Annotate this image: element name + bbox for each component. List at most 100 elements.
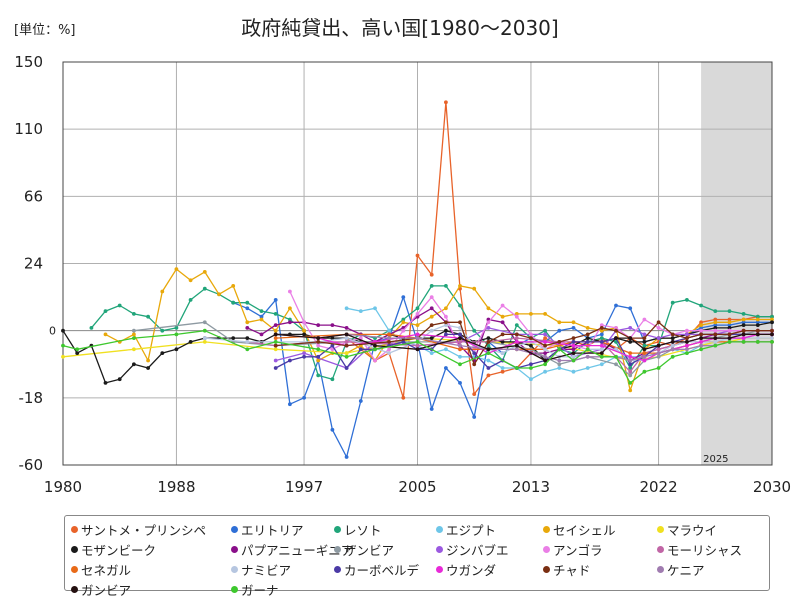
data-point: [174, 332, 179, 337]
data-point: [245, 326, 250, 330]
data-point: [458, 354, 462, 359]
data-point: [614, 303, 618, 308]
data-point: [458, 381, 462, 385]
data-point: [642, 354, 647, 359]
data-point: [585, 354, 590, 359]
data-point: [259, 332, 264, 337]
data-point: [685, 328, 689, 333]
legend-marker: [543, 566, 550, 573]
data-point: [500, 314, 505, 319]
data-point: [628, 340, 633, 344]
data-point: [316, 347, 321, 352]
data-point: [585, 340, 590, 344]
legend-label: エリトリア: [241, 523, 304, 538]
data-point: [543, 354, 547, 359]
data-point: [288, 320, 292, 325]
data-point: [543, 358, 547, 363]
data-point: [273, 312, 278, 316]
data-point: [146, 358, 151, 363]
data-point: [741, 340, 746, 344]
data-point: [245, 340, 250, 344]
data-point: [529, 332, 533, 337]
data-point: [727, 326, 732, 330]
data-point: [273, 323, 278, 327]
data-point: [458, 336, 462, 340]
legend-marker: [231, 546, 238, 553]
data-point: [571, 369, 576, 374]
legend-item: ウガンダ: [436, 560, 496, 579]
data-point: [472, 415, 477, 419]
data-point: [713, 340, 718, 344]
data-point: [727, 309, 732, 313]
data-point: [259, 314, 264, 319]
data-point: [500, 351, 505, 355]
data-point: [103, 332, 108, 337]
data-point: [273, 332, 278, 337]
data-point: [316, 336, 321, 340]
legend-item: モザンビーク: [71, 540, 156, 559]
legend-marker: [657, 566, 664, 573]
data-point: [599, 332, 604, 337]
data-point: [685, 298, 689, 302]
data-point: [614, 326, 618, 330]
data-point: [599, 328, 604, 333]
data-point: [656, 354, 661, 359]
data-point: [543, 340, 547, 344]
data-point: [642, 358, 647, 363]
data-point: [202, 328, 207, 333]
data-point: [358, 399, 363, 403]
data-point: [713, 317, 718, 322]
data-point: [529, 312, 533, 316]
data-point: [529, 377, 533, 382]
data-point: [770, 328, 774, 333]
data-point: [557, 320, 562, 325]
legend-marker: [436, 566, 443, 573]
data-point: [330, 427, 335, 432]
data-point: [61, 354, 65, 359]
legend-label: カーボベルデ: [344, 563, 420, 578]
data-point: [727, 340, 732, 344]
data-point: [202, 320, 207, 325]
data-point: [755, 314, 760, 319]
data-point: [146, 366, 151, 370]
data-point: [642, 343, 647, 348]
data-point: [670, 347, 675, 352]
data-point: [429, 328, 434, 333]
data-point: [387, 328, 391, 333]
data-point: [656, 336, 661, 340]
legend-item: アンゴラ: [543, 540, 603, 559]
data-point: [628, 381, 633, 385]
data-point: [755, 332, 760, 337]
data-point: [529, 366, 533, 370]
data-point: [670, 332, 675, 337]
data-point: [458, 343, 462, 348]
data-point: [628, 354, 633, 359]
series-19: [61, 328, 774, 385]
data-point: [231, 284, 236, 288]
data-point: [727, 317, 732, 322]
data-point: [387, 351, 391, 355]
legend-marker: [71, 526, 78, 533]
data-point: [444, 366, 448, 370]
data-point: [642, 369, 647, 374]
data-point: [245, 320, 250, 325]
chart-title: 政府純貸出、高い国[1980～2030]: [241, 16, 559, 40]
data-point: [500, 366, 505, 370]
data-point: [571, 336, 576, 340]
data-point: [273, 336, 278, 340]
data-point: [202, 270, 207, 274]
data-point: [75, 347, 80, 352]
data-point: [302, 328, 306, 333]
data-point: [316, 358, 321, 363]
data-point: [132, 336, 136, 340]
series-line: [62, 330, 772, 384]
legend-marker: [543, 526, 550, 533]
data-point: [628, 373, 633, 378]
data-point: [330, 336, 335, 340]
data-point: [514, 323, 519, 327]
data-point: [316, 354, 321, 359]
data-point: [444, 320, 448, 325]
legend-item: サントメ・プリンシペ: [71, 520, 206, 539]
legend-item: ガーナ: [231, 580, 279, 599]
data-point: [245, 306, 250, 311]
